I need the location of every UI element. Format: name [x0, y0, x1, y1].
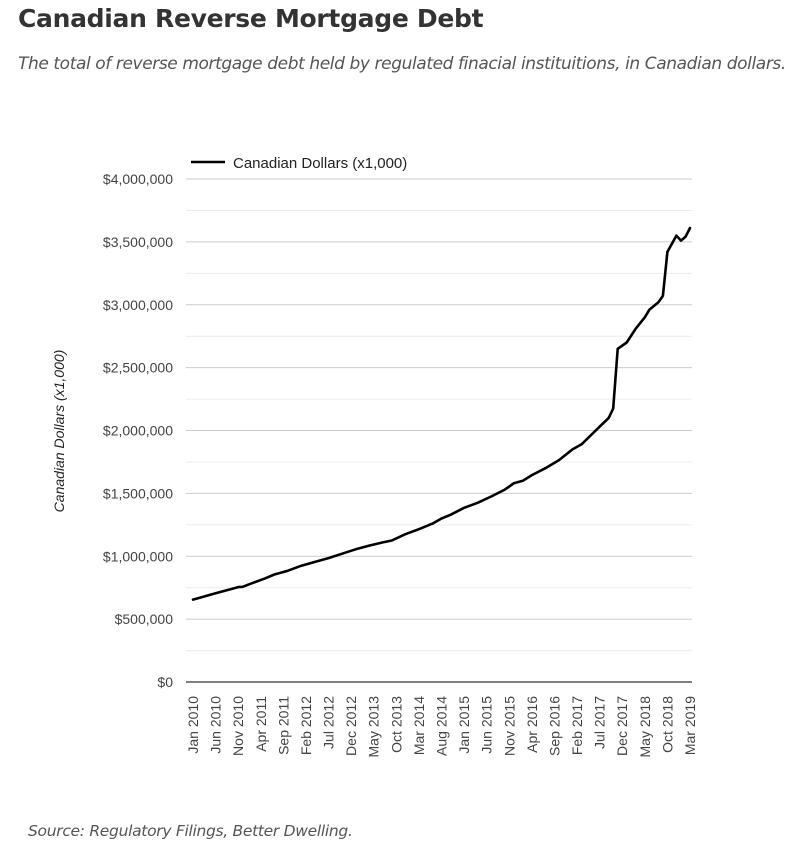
chart-title: Canadian Reverse Mortgage Debt [18, 4, 484, 33]
y-tick-label: $3,000,000 [103, 297, 173, 313]
y-tick-label: $500,000 [115, 611, 174, 627]
x-tick-label: May 2013 [366, 696, 382, 758]
y-axis-tick-labels: $0 $500,000 $1,000,000 $1,500,000 $2,000,000… [103, 171, 173, 690]
x-tick-label: Jul 2017 [592, 696, 608, 749]
y-tick-label: $1,500,000 [103, 485, 173, 501]
y-tick-label: $2,500,000 [103, 360, 173, 376]
x-tick-label: Feb 2012 [298, 696, 314, 755]
x-tick-label: Jan 2010 [185, 696, 201, 754]
series-layer [191, 226, 692, 601]
series-line [191, 226, 692, 601]
x-tick-label: Dec 2012 [343, 696, 359, 756]
y-tick-label: $4,000,000 [103, 171, 173, 187]
x-tick-label: Mar 2019 [682, 696, 698, 755]
x-tick-label: Apr 2011 [253, 696, 269, 752]
y-tick-label: $3,500,000 [103, 234, 173, 250]
x-tick-label: Feb 2017 [569, 696, 585, 755]
x-tick-label: Jul 2012 [321, 696, 337, 749]
x-tick-label: Apr 2016 [524, 696, 540, 753]
x-tick-label: May 2018 [637, 696, 653, 758]
y-axis-title: Canadian Dollars (x1,000) [51, 350, 67, 513]
source-note: Source: Regulatory Filings, Better Dwell… [28, 822, 353, 840]
x-tick-label: Sep 2011 [275, 696, 291, 755]
y-tick-label: $0 [157, 674, 173, 690]
legend: Canadian Dollars (x1,000) [191, 155, 407, 172]
x-axis-tick-labels: Jan 2010 Jun 2010 Nov 2010 Apr 2011 Sep 2011… [185, 696, 698, 758]
y-tick-label: $1,000,000 [103, 548, 173, 564]
x-tick-label: Nov 2010 [230, 696, 246, 756]
x-tick-label: Aug 2014 [434, 696, 450, 756]
y-tick-label: $2,000,000 [103, 423, 173, 439]
x-tick-label: Jan 2015 [456, 696, 472, 754]
x-tick-label: Oct 2018 [659, 696, 675, 753]
x-tick-label: Jun 2010 [208, 696, 224, 754]
x-tick-label: Oct 2013 [388, 696, 404, 753]
grid-lines [186, 178, 692, 683]
x-tick-label: Dec 2017 [614, 696, 630, 756]
x-tick-label: Nov 2015 [501, 696, 517, 756]
chart-subtitle: The total of reverse mortgage debt held … [18, 54, 786, 74]
legend-entry-label: Canadian Dollars (x1,000) [233, 155, 407, 172]
x-tick-label: Jun 2015 [479, 696, 495, 754]
x-tick-label: Mar 2014 [411, 696, 427, 755]
x-tick-label: Sep 2016 [546, 696, 562, 756]
